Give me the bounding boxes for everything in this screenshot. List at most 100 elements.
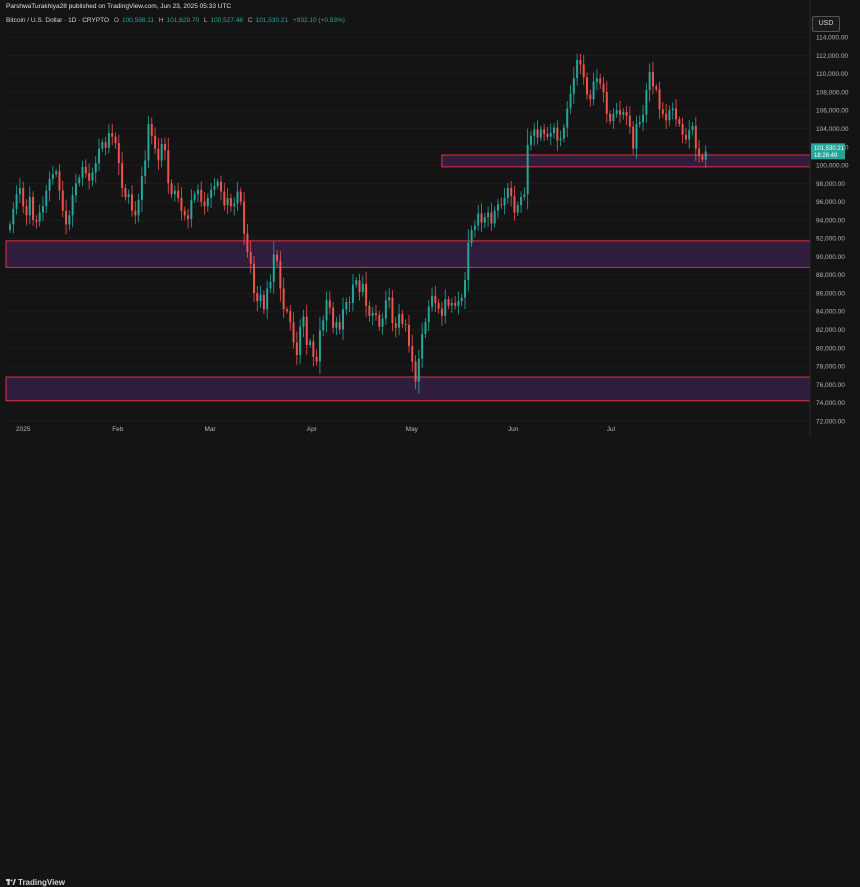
price-tick-label: 82,000.00 (816, 327, 845, 334)
candle-body (117, 143, 120, 164)
candle-body (582, 64, 585, 78)
candle-body (58, 171, 61, 191)
last-price-countdown: 18:26:49 (814, 153, 838, 159)
candle-body (595, 78, 598, 82)
candle-body (487, 212, 490, 218)
candle-body (701, 155, 704, 160)
candle-body (279, 260, 282, 289)
candle-body (638, 122, 641, 124)
candle-body (421, 334, 424, 359)
candle-body (691, 125, 694, 131)
candle-body (536, 129, 539, 138)
candle-body (684, 134, 687, 140)
candle-body (599, 78, 602, 84)
candle-body (645, 90, 648, 115)
candle-body (559, 138, 562, 141)
price-tick-label: 76,000.00 (816, 382, 845, 389)
candle-body (299, 326, 302, 356)
candle-body (163, 144, 166, 151)
candle-body (450, 303, 453, 306)
candle-body (328, 300, 331, 308)
candle-body (447, 299, 450, 306)
candle-body (411, 345, 414, 362)
candle-body (187, 215, 190, 219)
candle-body (45, 190, 48, 207)
candle-body (407, 324, 410, 346)
candle-body (91, 172, 94, 181)
candle-body (576, 59, 579, 79)
tradingview-logo-icon (6, 879, 16, 885)
candle-body (309, 341, 312, 346)
candle-body (526, 144, 529, 195)
candle-body (253, 263, 255, 293)
price-tick-label: 88,000.00 (816, 272, 845, 279)
candle-body (618, 110, 621, 115)
candle-body (32, 197, 35, 220)
candle-body (243, 201, 246, 234)
candle-body (655, 86, 658, 90)
candle-body (137, 199, 140, 216)
candle-body (454, 303, 457, 306)
candle-body (190, 199, 193, 219)
ohlc-high-label: H (158, 17, 164, 24)
candle-body (490, 212, 493, 224)
candle-body (572, 78, 575, 94)
ohlc-close-value: 101,530.21 (255, 17, 289, 24)
candle-body (665, 113, 668, 121)
candle-body (358, 280, 361, 293)
price-tick-label: 114,000.00 (816, 35, 848, 42)
candle-body (262, 294, 265, 310)
candle-body (625, 112, 628, 116)
candle-body (61, 190, 64, 211)
candle-body (312, 341, 315, 357)
candlestick-series (9, 53, 707, 394)
candle-body (381, 318, 384, 327)
candle-body (516, 205, 519, 213)
candle-body (74, 183, 77, 196)
candle-body (496, 204, 499, 211)
candle-body (434, 295, 437, 304)
candle-body (698, 148, 701, 156)
price-tick-label: 110,000.00 (816, 71, 848, 78)
candle-body (549, 133, 552, 137)
price-chart[interactable]: 114,000.00 112,000.00 110,000.00 108,000.00… (0, 0, 860, 457)
candle-body (200, 189, 203, 202)
candle-body (391, 297, 394, 324)
candle-body (553, 127, 556, 134)
candle-body (206, 197, 209, 207)
currency-selector[interactable]: USD (812, 16, 840, 32)
candle-body (493, 210, 496, 224)
candle-body (431, 295, 434, 307)
candle-body (500, 204, 503, 206)
candle-body (154, 135, 157, 149)
candle-body (675, 108, 678, 120)
price-axis[interactable]: 114,000.00 112,000.00 110,000.00 108,000.00… (816, 35, 849, 426)
ohlc-low-label: L (203, 17, 208, 24)
candle-body (586, 77, 588, 95)
price-tick-label: 108,000.00 (816, 89, 849, 96)
candle-body (589, 94, 592, 100)
candle-body (318, 330, 321, 362)
tradingview-brand[interactable]: TradingView (18, 878, 65, 887)
candle-body (127, 194, 130, 198)
candle-body (81, 166, 84, 178)
time-tick-label: 2025 (16, 426, 31, 433)
candle-body (305, 316, 308, 346)
candle-body (223, 191, 226, 206)
candle-body (503, 197, 506, 206)
candle-body (71, 195, 74, 216)
candle-body (249, 251, 252, 264)
candle-body (404, 324, 407, 325)
last-price-value: 101,530.21 (814, 146, 845, 152)
candle-body (365, 283, 368, 306)
symbol-label[interactable]: Bitcoin / U.S. Dollar · 1D · CRYPTO (6, 17, 110, 24)
candle-body (210, 189, 213, 198)
candle-body (473, 225, 476, 230)
candle-body (424, 322, 427, 335)
candle-body (233, 203, 236, 207)
candle-body (444, 299, 447, 316)
candle-body (282, 288, 285, 310)
candle-body (477, 213, 480, 226)
time-axis[interactable]: 2025 Feb Mar Apr May Jun Jul (16, 426, 616, 433)
